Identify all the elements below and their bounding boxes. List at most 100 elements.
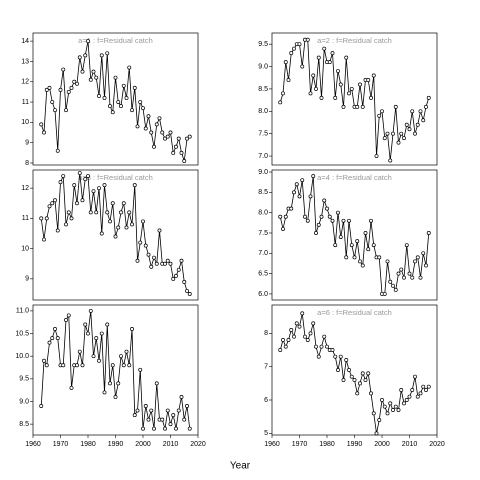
data-point	[42, 237, 46, 242]
data-point	[355, 239, 360, 244]
data-point	[143, 126, 148, 131]
data-point	[94, 210, 99, 215]
data-point	[124, 225, 129, 230]
data-point	[99, 53, 104, 58]
y-tick-label: 10.0	[15, 353, 29, 360]
data-point	[294, 321, 299, 326]
data-point	[132, 183, 137, 188]
data-point	[391, 131, 395, 136]
data-point	[404, 398, 409, 402]
data-point	[352, 378, 357, 382]
data-point	[366, 78, 371, 82]
data-point	[132, 413, 137, 418]
data-point	[399, 388, 404, 392]
data-point	[75, 201, 79, 206]
data-point	[393, 104, 398, 109]
data-point	[124, 96, 129, 100]
data-point	[355, 391, 360, 396]
data-point	[380, 109, 384, 114]
data-point	[39, 404, 44, 408]
data-point	[330, 51, 335, 56]
data-point	[108, 381, 112, 386]
y-tick-label: 5	[264, 430, 268, 437]
data-point	[53, 198, 57, 203]
data-point	[55, 336, 60, 341]
data-point	[157, 116, 162, 121]
data-point	[424, 104, 428, 109]
data-point	[366, 371, 371, 376]
y-tick-label: 11	[22, 215, 29, 222]
data-point	[382, 291, 387, 296]
data-point	[371, 411, 376, 416]
data-point	[336, 69, 340, 73]
data-point	[86, 331, 90, 336]
data-point	[393, 287, 398, 292]
data-point	[146, 417, 151, 422]
data-point	[399, 267, 404, 272]
data-point	[319, 95, 324, 100]
data-point	[176, 408, 181, 413]
data-point	[102, 183, 107, 188]
data-point	[160, 130, 165, 135]
y-tick-label: 10	[21, 119, 29, 126]
data-point	[347, 91, 351, 96]
data-point	[97, 358, 101, 363]
x-tick-label: 1990	[108, 441, 124, 448]
panel-frame	[271, 32, 438, 166]
data-point	[347, 218, 351, 223]
data-point	[371, 73, 376, 78]
data-point	[108, 219, 112, 224]
data-point	[333, 243, 338, 248]
data-point	[322, 334, 327, 339]
y-tick-label: 7.0	[258, 250, 268, 257]
data-point	[322, 198, 327, 203]
data-point	[182, 279, 187, 284]
data-point	[154, 261, 159, 266]
panel-strip-label: a=1 : f=Residual catch	[78, 36, 153, 45]
data-point	[369, 218, 373, 223]
data-point	[281, 226, 285, 231]
data-point	[72, 183, 77, 188]
data-point	[77, 171, 82, 175]
data-point	[404, 122, 409, 127]
x-tick-label: 2020	[429, 441, 445, 448]
data-point	[300, 311, 305, 316]
data-point	[135, 258, 140, 263]
data-point	[311, 321, 316, 326]
data-point	[385, 411, 390, 416]
data-point	[327, 214, 332, 219]
data-point	[91, 69, 96, 74]
data-point	[80, 69, 85, 74]
data-point	[113, 395, 118, 399]
y-tick-label: 8.0	[258, 210, 268, 217]
data-point	[102, 390, 107, 395]
data-point	[116, 100, 121, 104]
y-tick-label: 9.0	[19, 398, 29, 405]
data-point	[415, 122, 420, 127]
data-point	[360, 371, 365, 376]
data-point	[66, 89, 71, 94]
y-tick-label: 7.0	[258, 153, 268, 160]
x-tick-label: 1980	[319, 441, 335, 448]
data-point	[88, 308, 93, 313]
data-point	[421, 251, 426, 256]
data-point	[338, 82, 343, 87]
data-point	[77, 349, 82, 354]
data-point	[176, 267, 181, 272]
data-point	[97, 186, 101, 191]
data-point	[380, 398, 384, 402]
data-point	[88, 77, 93, 82]
data-point	[110, 110, 115, 115]
data-point	[305, 218, 310, 223]
data-point	[385, 131, 390, 136]
data-point	[171, 413, 176, 418]
data-point	[308, 194, 313, 199]
data-point	[168, 422, 173, 427]
data-point	[179, 150, 184, 155]
data-point	[75, 363, 79, 368]
data-point	[363, 378, 368, 382]
data-point	[121, 201, 126, 206]
panel-strip-label: a=6 : f=Residual catch	[317, 308, 392, 317]
data-point	[286, 338, 291, 342]
